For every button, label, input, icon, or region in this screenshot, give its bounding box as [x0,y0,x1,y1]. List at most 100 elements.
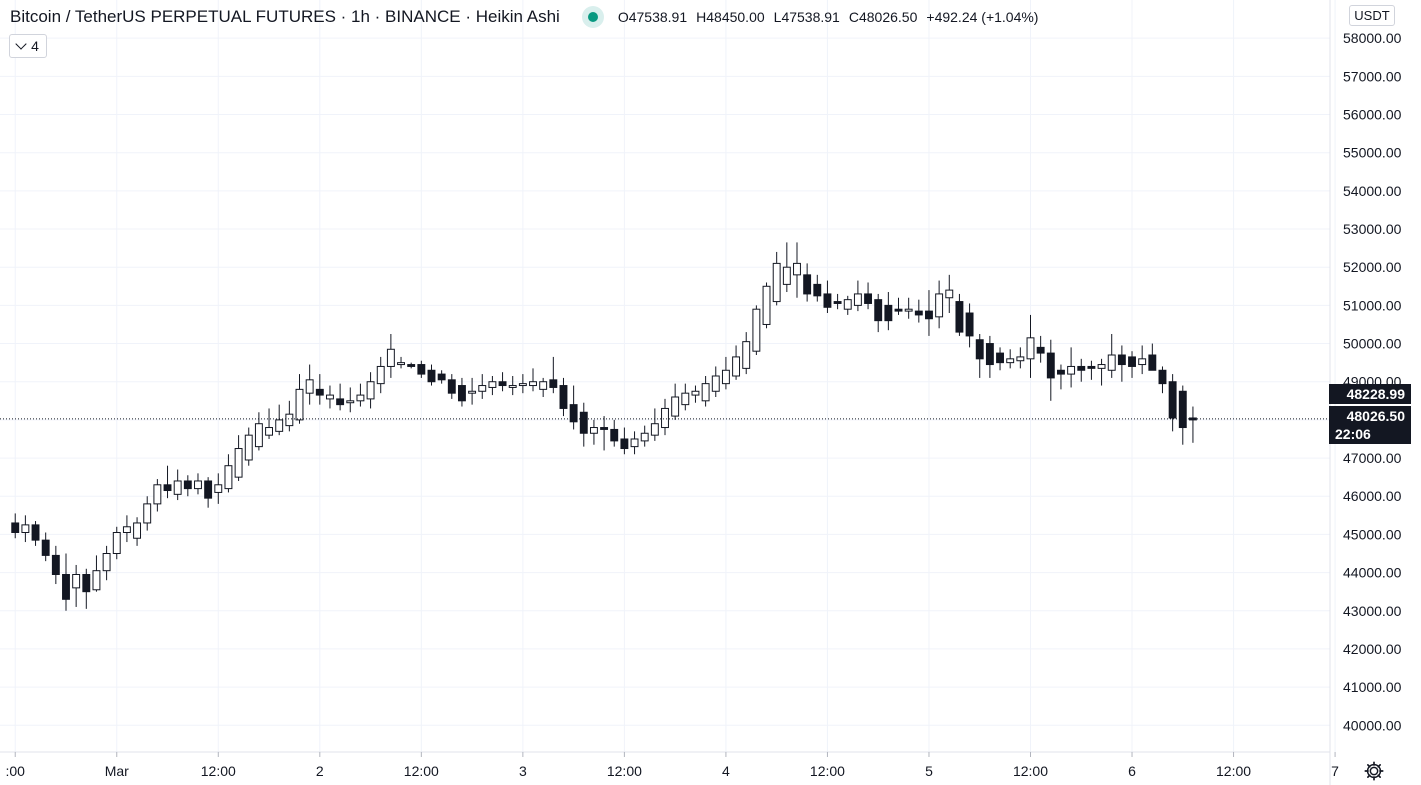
candle-body [1016,356,1025,362]
candle-body [549,379,558,388]
candle-body [782,266,791,285]
price-tick-label: 42000.00 [1343,641,1402,657]
market-status-icon[interactable] [581,6,604,28]
indicators-collapse-button[interactable]: 4 [9,34,47,58]
candle-body [31,524,40,541]
candle [356,383,365,407]
candle [31,521,40,546]
candle-body [813,283,822,297]
candle [122,515,131,543]
candle-body [620,438,629,450]
candle [437,370,446,384]
candle-body [173,480,182,495]
candle [823,280,832,314]
price-tick-label: 45000.00 [1343,526,1402,542]
candle-body [711,375,720,392]
candle [1087,360,1096,380]
candle-body [285,413,294,427]
candle-body [224,465,233,490]
candle [478,374,487,399]
candle-body [447,379,456,394]
candle-body [661,407,669,429]
candle [336,383,345,411]
candle-body [742,341,751,369]
candle [488,376,497,396]
candle-body [82,573,91,593]
candle [914,299,923,323]
candle [1016,347,1025,369]
candle-body [904,308,913,312]
candle [610,419,619,447]
candle-body [102,553,111,572]
gear-icon[interactable] [1363,760,1385,782]
candle-body [996,352,1004,364]
time-axis: :00 Mar 12:00 2 12:00 3 12:00 4 12:00 5 12:00 6 12:0… [5,752,1339,779]
currency-button[interactable]: USDT [1349,5,1395,26]
candle [295,374,304,424]
price-tag-high: 48228.99 [1329,384,1411,404]
candle [955,293,964,336]
candle [1178,385,1187,445]
candle [376,356,385,394]
candle-body [72,573,81,589]
candle [1036,335,1045,363]
candle [559,377,568,417]
candle-body [397,362,405,366]
candle [529,368,537,392]
price-tick-label: 58000.00 [1343,30,1402,46]
candle-body [315,388,324,396]
candle [234,435,243,481]
candle [549,356,558,394]
candle-body [346,400,355,404]
price-tick-label: 54000.00 [1343,183,1402,199]
ohlc-values: O47538.91 H48450.00 L47538.91 C48026.50 … [618,9,1039,25]
candle [417,360,426,378]
candle [843,295,852,315]
time-tick-label: 2 [316,763,324,779]
candle-body [122,526,131,534]
candle-body [874,299,883,322]
candle-body [427,369,436,383]
candle-body [366,381,375,400]
candle-body [1158,369,1167,385]
bar-countdown: 22:06 [1335,426,1371,442]
candle [732,345,741,380]
candle-body [21,524,30,534]
candle [153,479,162,512]
candle [173,469,182,501]
candle-body [1117,354,1126,366]
candle-body [610,428,619,442]
candle-body [985,343,994,366]
candle-body [925,310,933,320]
candle [925,290,933,336]
candle [315,374,324,405]
candle-body [1138,358,1147,366]
candle [1067,347,1076,388]
candle-body [853,293,862,306]
candle [244,427,253,466]
candle-body [884,304,893,322]
candle [447,374,456,399]
candle-body [295,388,304,421]
candle-body [600,427,609,430]
candle [935,280,944,329]
price-tick-label: 47000.00 [1343,450,1402,466]
candle [183,475,192,497]
candle [51,545,60,585]
chevron-down-icon [15,38,27,50]
candle [945,274,954,314]
indicators-count: 4 [31,38,39,54]
symbol-title[interactable]: Bitcoin / TetherUS PERPETUAL FUTURES · 1… [10,7,560,26]
candle-body [1006,358,1015,364]
candle [539,377,548,397]
high-value: H48450.00 [696,9,765,25]
time-tick-label: 6 [1128,763,1136,779]
candle-body [1188,417,1197,421]
candle [41,532,50,562]
candle-body [1107,354,1116,371]
candle [163,465,172,499]
candle [498,372,507,392]
price-tick-label: 52000.00 [1343,259,1402,275]
time-tick-label: Mar [105,763,129,779]
